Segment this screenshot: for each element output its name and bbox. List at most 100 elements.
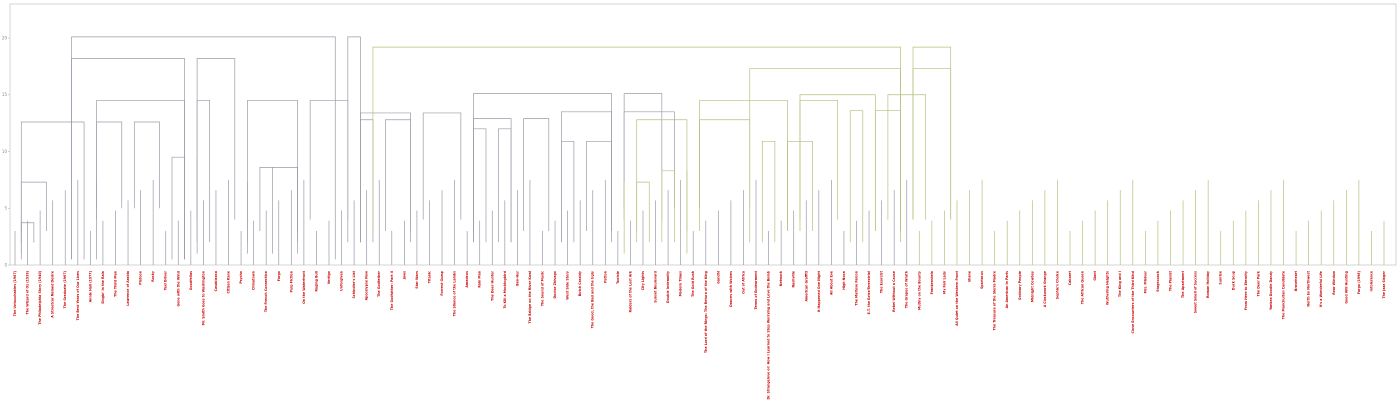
leaf-label-10: Platoon [139,270,143,284]
leaf-label-87: Wuthering Heights [1106,271,1110,305]
leaf-label-106: Good Will Hunting [1344,270,1348,303]
leaf-label-18: Psycho [239,270,243,283]
leaf-label-20: The French Connection [264,270,268,312]
leaf-label-100: Yankee Doodle Dandy [1269,270,1273,311]
leaf-label-57: Dances with Wolves [729,271,733,307]
link-23 [422,112,462,220]
leaf-label-12: Taxi Driver [164,271,168,291]
leaf-label-72: Mutiny on the Bounty [917,270,921,310]
leaf-label-42: The Sound of Music [541,271,545,306]
leaf-label-13: Gone with the Wind [176,270,180,306]
leaf-label-69: The Exorcist [880,271,884,294]
leaf-label-43: Doctor Zhivago [553,270,557,298]
leaf-label-105: Rear Window [1332,271,1336,295]
link-34 [71,36,336,260]
leaf-label-60: Dr. Strangelove or: How I Learned to Sto… [767,270,771,399]
leaf-label-56: Gandhi [716,271,720,284]
leaf-label-32: Star Wars [415,271,419,289]
leaf-label-45: Butch Cassidy [578,270,582,296]
link-35 [347,36,361,243]
leaf-label-93: The Apartment [1181,271,1185,298]
leaf-label-2: The Philadelphia Story (1940) [38,270,42,324]
link-32 [473,93,612,231]
leaf-label-78: The Treasure of the Sierra Madre [993,271,997,330]
leaf-label-0: The Untouchables (1987) [13,270,17,316]
leaf-label-31: Jaws [402,271,406,280]
leaf-label-3: A Streetcar Named Desire [51,271,55,318]
leaf-label-35: The Silence of the Lambs [453,271,457,316]
leaf-label-88: The King and I [1118,271,1122,297]
leaf-label-76: Shane [968,271,972,282]
leaf-label-5: The Best Years of Our Lives [76,271,80,320]
leaf-label-6: Annie Hall (1977) [88,270,92,302]
link-29 [586,140,612,231]
leaf-label-26: Unforgiven [340,270,344,291]
link-19 [309,100,349,220]
leaf-label-68: E.T. the Extra-Terrestrial [867,271,871,314]
leaf-label-96: Sunrise [1219,271,1223,285]
leaf-label-38: The Deer Hunter [490,271,494,301]
leaf-label-41: The Bridge on the River Kwai [528,271,532,323]
leaf-label-9: Lawrence of Arabia [126,271,130,306]
leaf-label-94: Sweet Smell of Success [1194,271,1198,313]
leaf-label-89: Close Encounters of the Third Kind [1131,270,1135,333]
link-38 [661,170,675,243]
link-49 [887,94,926,220]
leaf-label-102: Braveheart [1294,271,1298,292]
leaf-label-84: Cabaret [1068,271,1072,286]
link-51 [912,68,952,220]
leaf-label-109: The Jazz Singer [1382,271,1386,299]
leaf-label-58: Out of Africa [741,271,745,294]
leaf-label-37: Rain Man [478,270,482,287]
leaf-label-52: Double Indemnity [666,270,670,303]
y-tick-label-3: 15 [2,92,8,97]
leaf-label-108: Intolerance [1369,271,1373,291]
leaf-label-59: Terms of Endearment [754,271,758,310]
leaf-label-97: Duck Soup [1231,270,1235,290]
leaf-labels: The Untouchables (1987) The Wizard of Oz … [13,270,1386,399]
leaf-label-85: The African Queen [1081,270,1085,304]
leaf-label-55: The Lord of the Rings: The Return of the… [704,270,708,353]
leaf-label-95: Roman Holiday [1206,270,1210,298]
leaf-label-73: Frankenstein [930,270,934,294]
link-48 [799,94,876,231]
leaf-label-4: The Graduate (1967) [63,270,67,308]
link-42 [761,140,776,243]
leaf-label-90: Mrs. Miniver [1143,271,1147,294]
leaf-label-47: Patton [603,270,607,283]
leaf-label-61: Network [779,270,783,286]
leaf-label-51: Sunset Boulevard [654,270,658,302]
leaf-label-79: An American in Paris [1005,271,1009,308]
dendrogram-links [14,36,1385,265]
leaf-label-15: Mr. Smith Goes to Washington [201,270,205,325]
link-44 [699,100,788,231]
leaf-label-33: Titanic [427,271,431,283]
leaf-label-62: Nashville [792,271,796,288]
leaf-label-75: All Quiet on the Western Front [955,271,959,326]
link-41 [699,119,751,209]
leaf-label-53: Modern Times [679,271,683,297]
leaf-label-54: The Gold Rush [691,270,695,297]
leaf-label-29: The Godfather [377,271,381,297]
leaf-label-101: The Manchurian Candidate [1282,271,1286,319]
leaf-label-86: Giant [1093,271,1097,281]
link-4 [20,121,85,260]
link-40 [636,119,688,231]
link-52 [372,46,901,231]
link-13 [196,58,236,220]
leaf-label-67: The Maltese Falcon [854,270,858,305]
leaf-label-30: The Godfather: Part II [390,271,394,310]
link-27 [523,118,550,231]
link-6 [96,121,123,209]
leaf-label-65: All About Eve [829,271,833,295]
leaf-label-49: Raiders of the Lost Ark [628,270,632,312]
leaf-label-46: The Good, the Bad and the Ugly [591,270,595,328]
leaf-label-17: Citizen Kane [227,271,231,294]
leaf-label-48: Tootsie [616,271,620,284]
leaf-label-8: The Third Man [113,270,117,297]
link-53 [912,46,952,220]
leaf-label-92: The Pianist [1168,271,1172,292]
link-21 [385,119,411,231]
leaf-label-107: Fargo (1996) [1357,270,1361,294]
